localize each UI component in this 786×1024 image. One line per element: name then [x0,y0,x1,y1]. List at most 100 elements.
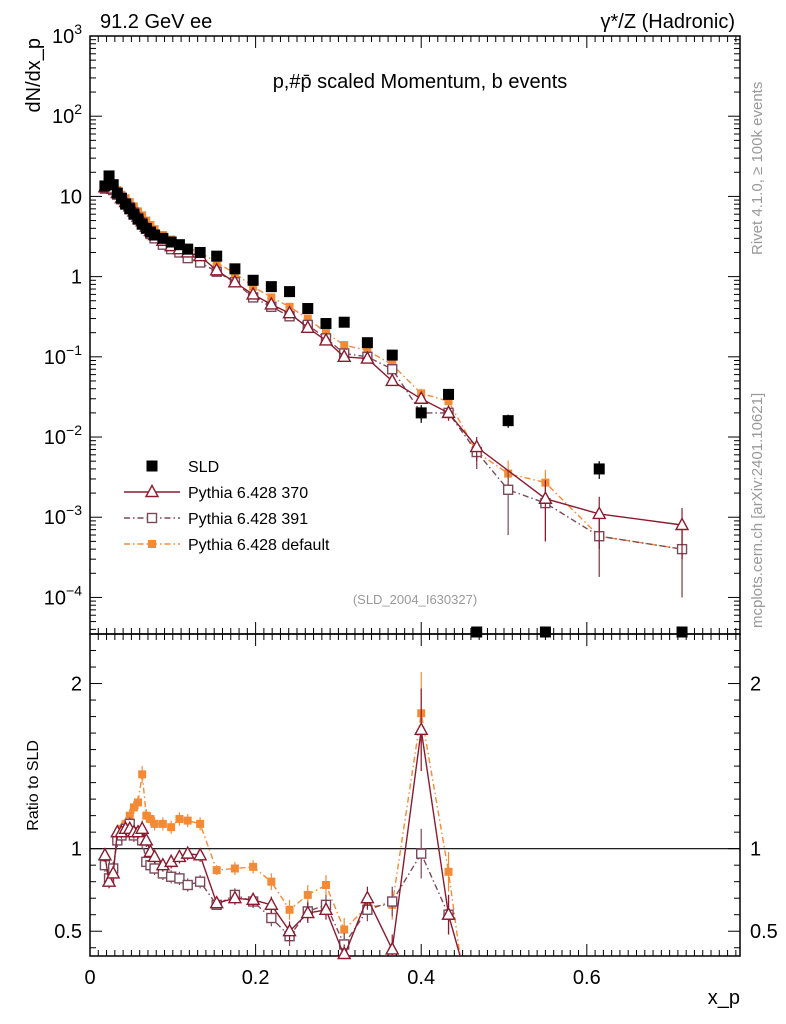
legend-label: SLD [188,459,219,476]
data-point-marker [441,404,456,419]
top-series-sld [99,170,688,638]
data-point-marker [209,895,224,909]
data-point-marker [125,811,134,820]
mcplots-label: mcplots.cern.ch [arXiv:2401.10621] [749,393,766,628]
data-point-marker [444,867,453,876]
data-point-marker [134,820,150,835]
data-point-marker [266,912,277,924]
legend-entry: Pythia 6.428 370 [124,484,308,502]
data-point-marker [284,286,296,298]
data-point-marker [227,890,243,904]
data-point-marker [318,901,334,915]
data-point-marker [180,845,195,859]
data-point-marker [592,505,607,520]
data-point-marker [282,305,297,319]
data-point-marker [182,879,193,891]
y-tick-label-top: 1 [71,267,82,289]
data-point-marker [103,170,115,182]
data-point-marker [502,415,514,427]
data-point-marker [106,865,121,879]
data-point-marker [267,877,276,886]
data-point-marker [173,239,185,251]
energy-label: 91.2 GeV ee [100,11,212,33]
analysis-id: (SLD_2004_I630327) [353,592,477,607]
series-line [104,729,461,958]
data-point-marker [385,941,400,955]
data-point-marker [183,816,192,825]
legend-entry: SLD [146,459,219,476]
y-tick-label-top: 102 [52,101,82,128]
x-tick-label: 0.6 [573,967,601,989]
data-point-marker [175,814,184,823]
y-tick-label-top: 10 [60,186,82,208]
data-point-marker [174,873,185,884]
data-point-marker [245,286,261,300]
data-point-marker [107,179,119,191]
data-point-marker [158,819,167,828]
data-point-marker [321,880,330,889]
data-point-marker [97,847,113,861]
bottom-series-pythia-6-428-default [100,671,461,957]
data-point-marker [196,819,205,828]
data-point-marker [387,896,398,907]
data-point-marker [337,348,352,363]
data-point-marker [192,847,208,861]
y-tick-label-bottom-right: 0.5 [750,921,778,943]
legend-label: Pythia 6.428 391 [188,511,308,528]
data-point-marker [340,341,349,350]
y-tick-label-bottom-right: 2 [750,674,761,696]
data-point-marker [387,364,398,375]
x-axis-label: x_p [708,987,740,1009]
y-axis-label-bottom: Ratio to SLD [25,740,42,831]
bottom-series-pythia-6-428-370 [97,688,461,960]
legend-entry: Pythia 6.428 391 [124,511,308,528]
data-point-marker [360,890,375,904]
legend-entry: Pythia 6.428 default [124,537,330,554]
data-point-marker [303,314,312,323]
data-point-marker [416,848,427,859]
data-point-marker [676,626,688,638]
data-point-marker [148,540,156,548]
data-point-marker [469,439,484,453]
data-point-marker [443,388,455,400]
data-point-marker [101,873,117,887]
y-tick-label-top: 10−3 [44,502,82,529]
data-point-marker [264,896,279,911]
bottom-series-layer [97,671,461,960]
data-point-marker [230,864,239,873]
data-point-marker [674,517,690,531]
y-tick-label-top: 10−4 [44,582,82,609]
y-axis-label-top: dN/dx_p [23,38,45,113]
data-point-marker [282,923,297,937]
data-point-marker [444,397,453,406]
data-point-marker [182,243,194,255]
bottom-axis-ticks: 0.5 0.5 1 1 2 2 0 0.2 0.4 0.6 [54,650,778,989]
data-point-marker [360,350,375,364]
legend: SLD Pythia 6.428 370 Pythia 6.428 391 Pythi… [124,459,330,554]
y-tick-label-bottom: 2 [71,674,82,696]
data-point-marker [138,770,147,779]
rivet-version-label: Rivet 4.1.0, ≥ 100k events [749,82,766,255]
data-point-marker [146,512,158,524]
data-point-marker [414,721,429,735]
data-point-marker [99,180,111,192]
data-point-marker [149,229,161,241]
data-point-marker [264,296,279,310]
data-point-marker [209,262,224,276]
data-point-marker [146,460,158,472]
data-point-marker [593,463,605,475]
data-point-marker [386,349,398,361]
data-point-marker [538,490,553,504]
data-point-marker [247,274,259,286]
data-point-marker [167,823,176,832]
data-point-marker [337,946,352,960]
data-point-marker [229,263,241,275]
y-tick-label-top: 10−2 [44,422,82,449]
data-point-marker [302,303,314,315]
data-point-marker [265,281,277,293]
process-label: γ*/Z (Hadronic) [601,11,735,33]
y-tick-label-bottom: 1 [71,839,82,861]
data-point-marker [150,819,159,828]
data-point-marker [245,891,261,906]
data-point-marker [502,484,514,495]
